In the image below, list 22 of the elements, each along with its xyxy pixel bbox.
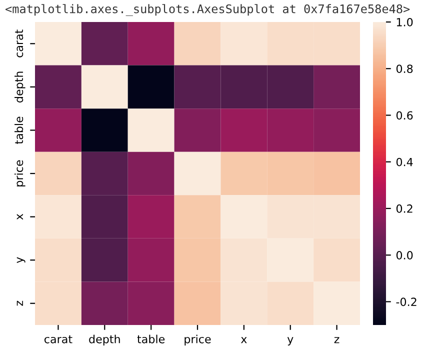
x-tick-label: x: [240, 337, 247, 344]
y-tick-label: carat: [15, 30, 24, 58]
x-tick-label: price: [184, 334, 211, 346]
color-bar-label: 0.8: [396, 64, 413, 73]
y-tick-label: depth: [14, 72, 26, 102]
color-bar-label: 0.4: [396, 158, 413, 166]
x-tick-label: depth: [89, 334, 120, 346]
color-bar-label: 1.0: [396, 18, 413, 26]
x-tick-label: y: [287, 337, 294, 346]
color-bar-label: 0.2: [396, 204, 412, 213]
y-tick-label: price: [14, 160, 26, 186]
text: <matplotlib.axes._subplots.AxesSubplot at 0x7fa167e58e48>: [6, 4, 410, 16]
x-tick-label: carat: [44, 335, 72, 344]
color-bar-label: -0.2: [396, 298, 416, 306]
x-tick-label: z: [334, 337, 340, 344]
y-tick-label: z: [16, 300, 23, 306]
x-tick-label: table: [137, 334, 165, 344]
y-tick-label: x: [16, 214, 23, 220]
color-bar-label: 0.6: [396, 111, 413, 120]
color-bar-label: 0.0: [396, 251, 413, 260]
y-tick-label: y: [16, 257, 26, 264]
y-tick-label: table: [14, 116, 24, 144]
